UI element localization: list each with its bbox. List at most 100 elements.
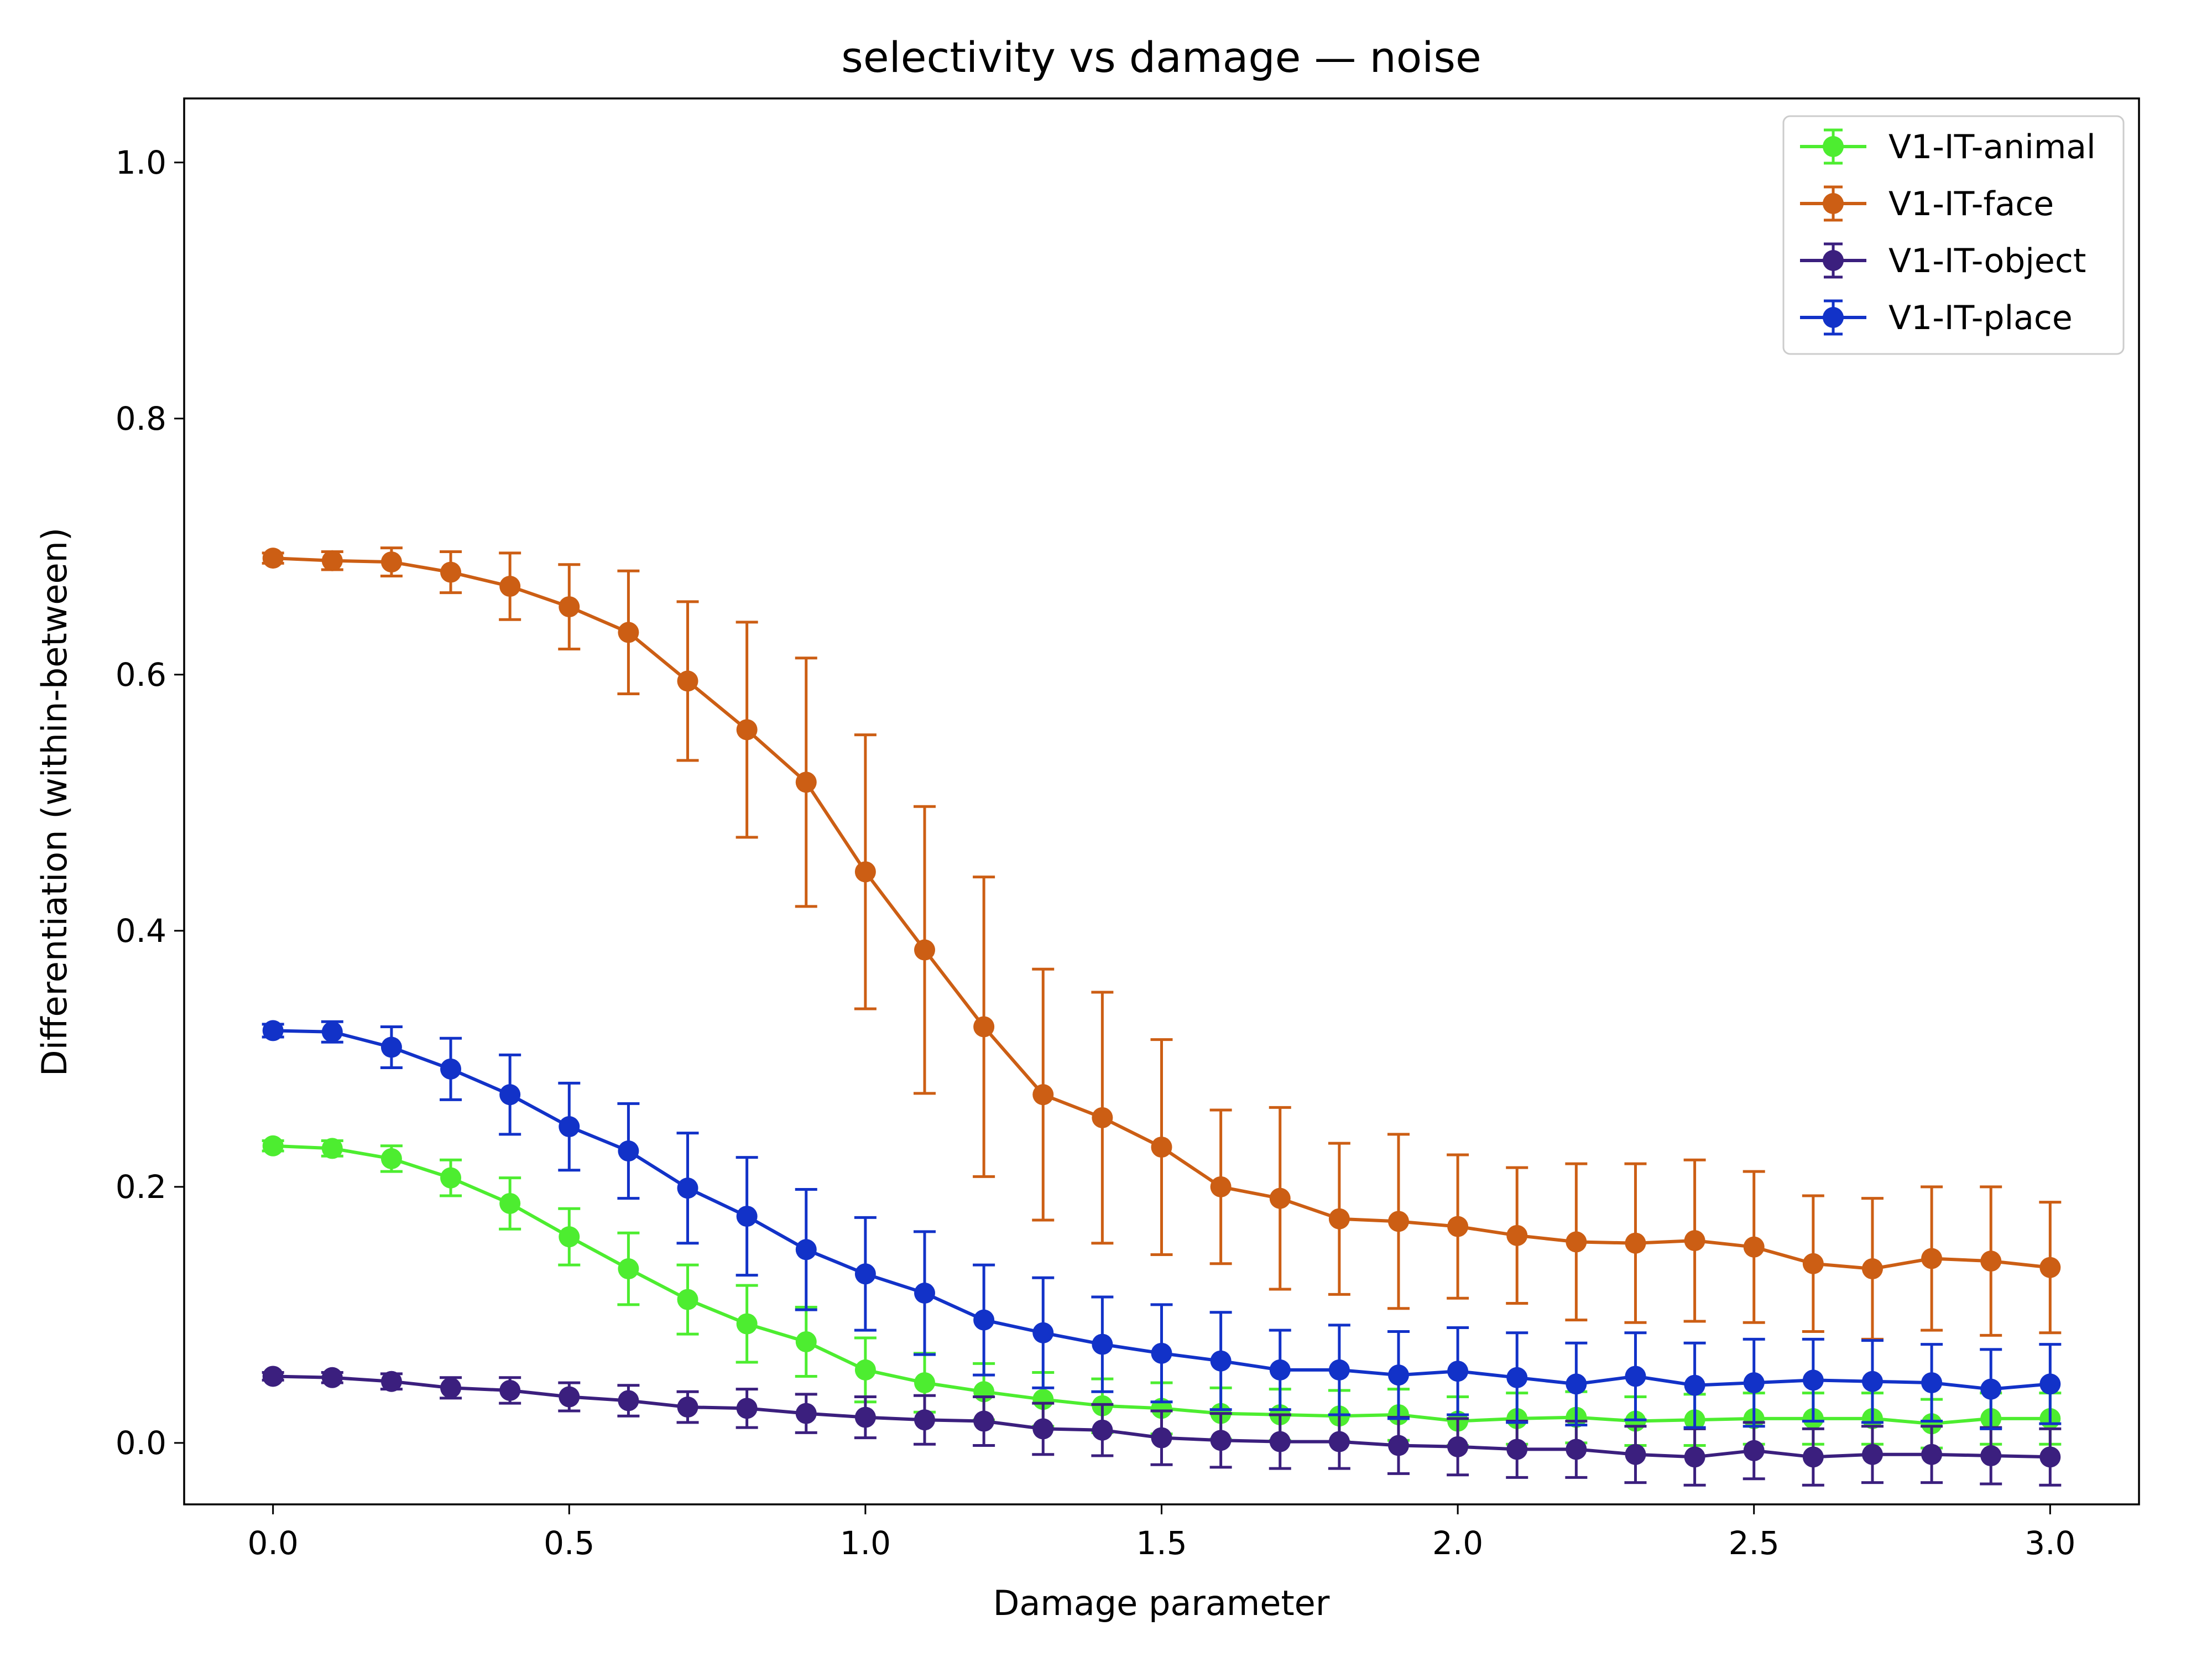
x-axis-label: Damage parameter — [993, 1583, 1330, 1623]
legend: V1-IT-animal V1-IT-face V1-IT-object V1-IT-… — [1782, 115, 2125, 355]
data-point — [854, 1263, 876, 1285]
series-v1-it-object — [262, 1366, 2062, 1487]
data-point — [1269, 1187, 1291, 1209]
data-point — [499, 1192, 521, 1214]
data-point — [736, 1398, 758, 1419]
y-tick-label: 0.2 — [116, 1168, 166, 1206]
data-point — [1269, 1359, 1291, 1380]
data-point — [1328, 1431, 1350, 1452]
data-point — [677, 670, 698, 692]
data-point — [262, 1366, 284, 1387]
x-tick-label: 3.0 — [2025, 1524, 2075, 1562]
data-point — [1447, 1436, 1469, 1457]
data-point — [1151, 1342, 1172, 1364]
data-point — [499, 1379, 521, 1401]
data-point — [618, 1140, 639, 1162]
data-point — [2039, 1373, 2061, 1395]
data-point — [1802, 1369, 1824, 1391]
data-point — [1506, 1367, 1528, 1388]
data-point — [440, 561, 462, 583]
data-point — [559, 1386, 580, 1408]
data-point — [1802, 1446, 1824, 1468]
data-point — [380, 551, 402, 573]
legend-label: V1-IT-face — [1888, 185, 2054, 223]
data-point — [1625, 1232, 1646, 1254]
data-point — [914, 1283, 936, 1304]
data-point — [1032, 1322, 1054, 1343]
data-point — [380, 1036, 402, 1058]
data-point — [1210, 1430, 1232, 1451]
x-tick-label: 0.0 — [248, 1524, 299, 1562]
data-point — [1684, 1446, 1705, 1468]
legend-item-v1-it-face: V1-IT-face — [1800, 185, 2054, 223]
data-point — [1151, 1427, 1172, 1449]
data-point — [914, 1409, 936, 1431]
data-point — [2039, 1446, 2061, 1468]
data-point — [262, 548, 284, 569]
data-point — [1328, 1359, 1350, 1380]
data-point — [559, 1116, 580, 1138]
data-point — [1387, 1211, 1409, 1232]
data-point — [1861, 1444, 1883, 1465]
points-v1-it-object — [262, 1366, 2061, 1468]
data-point — [854, 1406, 876, 1428]
legend-items: V1-IT-animal V1-IT-face V1-IT-object V1-IT-… — [1800, 128, 2096, 337]
x-tick-label: 1.0 — [840, 1524, 891, 1562]
data-point — [1210, 1350, 1232, 1372]
legend-marker — [1823, 193, 1844, 214]
data-point — [321, 1021, 343, 1043]
error-bars-v1-it-place — [262, 1020, 2062, 1430]
legend-marker — [1823, 250, 1844, 271]
data-point — [973, 1016, 995, 1038]
data-point — [1387, 1364, 1409, 1386]
data-point — [499, 576, 521, 597]
data-point — [973, 1410, 995, 1432]
data-point — [1092, 1333, 1113, 1355]
data-point — [1092, 1107, 1113, 1128]
data-point — [973, 1309, 995, 1331]
y-axis: 0.0 0.2 0.4 0.6 0.8 1.0 — [116, 144, 184, 1462]
data-point — [854, 1359, 876, 1380]
data-point — [1151, 1137, 1172, 1158]
data-point — [1447, 1216, 1469, 1237]
data-point — [1921, 1248, 1943, 1269]
data-point — [795, 772, 817, 793]
data-point — [262, 1020, 284, 1041]
data-point — [499, 1084, 521, 1106]
data-point — [618, 1258, 639, 1280]
legend-label: V1-IT-place — [1888, 299, 2073, 337]
data-point — [1447, 1361, 1469, 1382]
data-point — [1032, 1418, 1054, 1440]
data-point — [1743, 1236, 1765, 1258]
data-point — [321, 1367, 343, 1388]
points-v1-it-face — [262, 548, 2061, 1280]
data-point — [1210, 1176, 1232, 1197]
legend-marker — [1823, 136, 1844, 157]
data-point — [1921, 1413, 1943, 1435]
data-point — [1861, 1258, 1883, 1280]
chart-title: selectivity vs damage — noise — [841, 33, 1481, 82]
series-v1-it-face — [262, 546, 2062, 1341]
y-tick-label: 0.4 — [116, 912, 166, 950]
data-point — [1861, 1371, 1883, 1392]
data-point — [559, 596, 580, 618]
data-point — [440, 1058, 462, 1080]
x-tick-label: 0.5 — [544, 1524, 594, 1562]
data-point — [1980, 1445, 2002, 1467]
data-point — [1506, 1439, 1528, 1460]
data-point — [1980, 1378, 2002, 1400]
data-point — [1566, 1439, 1587, 1460]
data-point — [1269, 1431, 1291, 1452]
legend-marker — [1823, 307, 1844, 328]
series-v1-it-place — [262, 1020, 2062, 1430]
data-point — [380, 1148, 402, 1169]
data-point — [2039, 1257, 2061, 1278]
data-point — [736, 1313, 758, 1335]
points-v1-it-place — [262, 1020, 2061, 1400]
data-point — [736, 719, 758, 741]
data-point — [1328, 1208, 1350, 1229]
data-point — [559, 1226, 580, 1248]
data-point — [1921, 1372, 1943, 1394]
